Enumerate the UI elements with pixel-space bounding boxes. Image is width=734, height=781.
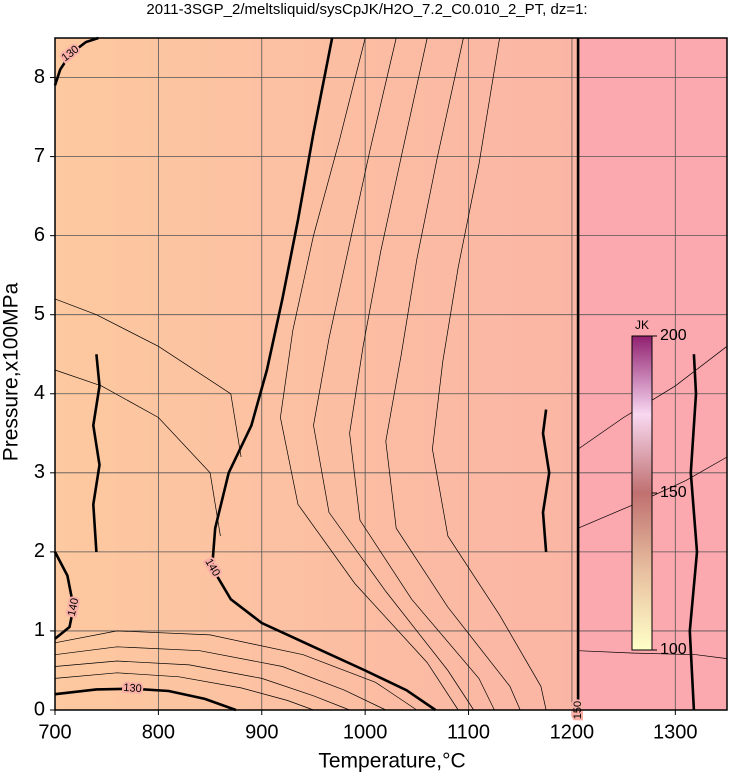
- y-tick-label: 5: [34, 303, 45, 325]
- y-tick-label: 6: [34, 224, 45, 246]
- contour-line: [688, 354, 699, 711]
- y-tick-label: 0: [34, 698, 45, 720]
- contour-line: [54, 672, 314, 711]
- y-tick-label: 8: [34, 66, 45, 88]
- colorbar-label: JK: [635, 318, 649, 332]
- chart-title: 2011-3SGP_2/meltsliquid/sysCpJK/H2O_7.2_…: [146, 1, 587, 18]
- contour-line: [54, 630, 417, 711]
- contour-line: [541, 409, 551, 553]
- colorbar-tick-label: 200: [660, 327, 687, 344]
- y-tick-label: 7: [34, 145, 45, 167]
- plot-frame: [54, 37, 728, 711]
- colorbar-tick-label: 100: [660, 641, 687, 658]
- x-tick-label: 900: [245, 721, 278, 743]
- contour-line: [54, 687, 237, 712]
- contour-line: [91, 354, 101, 552]
- y-tick-label: 2: [34, 540, 45, 562]
- x-tick-label: 1200: [550, 721, 595, 743]
- contour-line: [385, 37, 521, 711]
- contour-line: [578, 650, 728, 659]
- contour-line: [577, 456, 728, 529]
- y-tick-label: 1: [34, 619, 45, 641]
- x-tick-label: 1100: [447, 721, 490, 743]
- x-axis-label: Temperature,°C: [318, 750, 465, 773]
- contour-line: [313, 37, 474, 711]
- contour-line: [53, 36, 99, 86]
- y-axis-label: Pressure,x100MPa: [0, 282, 23, 461]
- contour-line: [54, 298, 242, 458]
- x-tick-label: 800: [142, 721, 175, 743]
- field-region: [578, 38, 727, 710]
- contour-line: [349, 37, 495, 711]
- x-tick-label: 1300: [653, 721, 698, 743]
- contour-line: [210, 37, 437, 712]
- contour-line: [280, 37, 459, 711]
- contour-line: [432, 37, 547, 711]
- contour-line: [54, 660, 350, 711]
- y-tick-label: 3: [34, 461, 45, 483]
- colorbar: [631, 335, 653, 651]
- colorbar-tick-label: 150: [660, 484, 687, 501]
- contour-label: 130: [123, 682, 142, 695]
- y-tick-label: 4: [34, 382, 45, 404]
- x-tick-label: 700: [38, 721, 71, 743]
- contour-line: [54, 369, 221, 537]
- contour-line: [53, 551, 75, 640]
- contour-line: [54, 646, 386, 711]
- x-tick-label: 1000: [343, 721, 388, 743]
